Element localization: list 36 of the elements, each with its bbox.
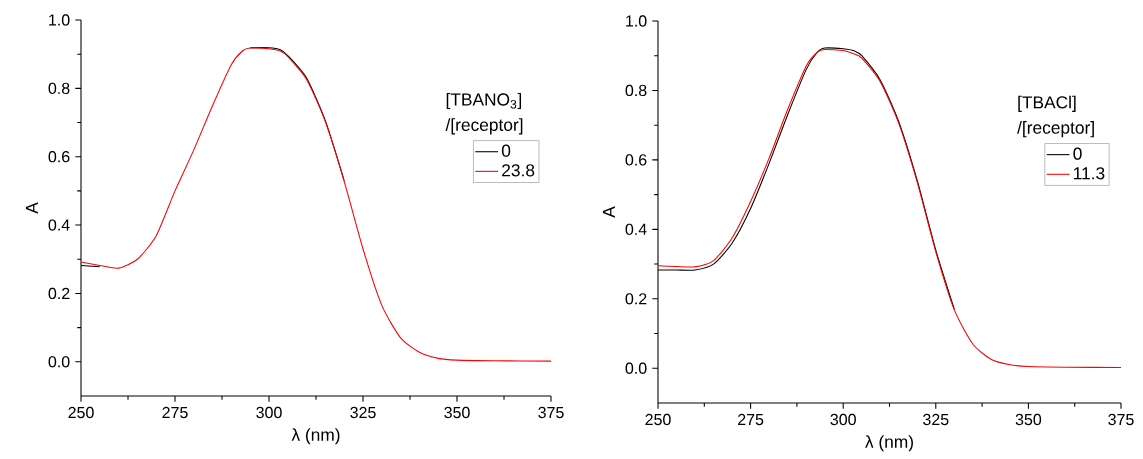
x-tick-label: 275 <box>162 406 188 419</box>
y-tick-label: 0.0 <box>48 356 70 368</box>
x-tick-label: 375 <box>1108 413 1134 426</box>
y-tick-label: 1.0 <box>49 14 70 26</box>
x-tick-label: 300 <box>256 406 282 419</box>
y-tick-label: 0.4 <box>48 219 70 231</box>
legend-title: [TBANO$_{3}$] /[receptor] <box>445 92 523 135</box>
legend-label: 23.8 <box>502 164 535 177</box>
legend-label: 11.3 <box>1074 167 1105 180</box>
y-tick-label: 0.4 <box>625 223 647 236</box>
legend-label: 0 <box>501 144 511 157</box>
y-axis-title: A <box>25 202 38 214</box>
y-tick-label: 0.2 <box>48 287 70 300</box>
x-axis-title: λ (nm) <box>865 435 913 452</box>
y-axis-title: A <box>602 206 615 218</box>
x-tick-label: 250 <box>645 413 671 426</box>
y-tick-label: 0.8 <box>625 84 647 97</box>
line-series <box>658 48 1121 369</box>
x-tick-label: 275 <box>738 413 764 426</box>
y-tick-label: 0.8 <box>48 82 70 95</box>
y-tick-label: 0.6 <box>48 151 70 163</box>
y-tick-label: 0.0 <box>625 362 647 374</box>
y-tick-label: 0.6 <box>625 154 647 166</box>
y-tick-label: 1.0 <box>626 15 647 27</box>
x-tick-label: 325 <box>350 406 376 419</box>
legend-title: [TBACl] /[receptor] <box>1017 95 1094 138</box>
x-axis-title: λ (nm) <box>291 428 340 445</box>
x-tick-label: 325 <box>923 413 949 426</box>
y-tick-label: 0.2 <box>625 293 647 305</box>
x-tick-label: 250 <box>68 406 94 419</box>
x-tick-label: 300 <box>830 413 856 426</box>
line-series <box>81 47 552 362</box>
x-tick-label: 350 <box>444 406 470 419</box>
legend-label: 0 <box>1073 147 1082 160</box>
x-tick-label: 375 <box>538 406 564 419</box>
x-tick-label: 350 <box>1015 413 1042 426</box>
